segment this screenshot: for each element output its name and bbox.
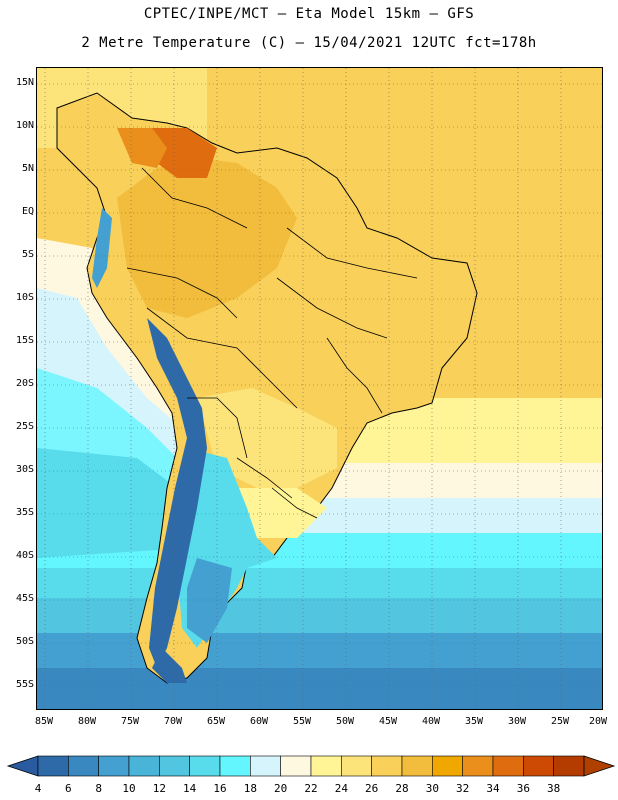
amazon-warm-zone bbox=[117, 158, 297, 318]
lat-label: EQ bbox=[21, 206, 34, 217]
andes-north-ridge bbox=[92, 208, 112, 288]
lat-label: 45S bbox=[15, 593, 34, 604]
colorbar-label: 26 bbox=[365, 782, 379, 795]
colorbar-swatch bbox=[159, 755, 190, 777]
colorbar-label: 8 bbox=[95, 782, 102, 795]
pacific-cool-16 bbox=[37, 448, 187, 558]
colorbar-label: 4 bbox=[34, 782, 42, 795]
colorbar-swatch bbox=[219, 755, 251, 777]
map-subtitle: 2 Metre Temperature (C) – 15/04/2021 12U… bbox=[81, 35, 537, 51]
colorbar-swatches bbox=[37, 755, 585, 777]
lat-label: 15S bbox=[15, 335, 34, 346]
lon-label: 25W bbox=[550, 716, 570, 727]
colorbar-swatch bbox=[280, 755, 312, 777]
lat-label: 10S bbox=[15, 292, 34, 303]
colorbar-high-arrow bbox=[583, 755, 616, 777]
colorbar-swatch bbox=[553, 755, 585, 777]
colorbar-swatch bbox=[462, 755, 494, 777]
colorbar-swatch bbox=[341, 755, 372, 777]
colorbar-swatch bbox=[98, 755, 130, 777]
colorbar-label: 6 bbox=[65, 782, 72, 795]
colorbar-swatch bbox=[68, 755, 99, 777]
lat-label: 10N bbox=[15, 120, 34, 131]
lon-label: 20W bbox=[588, 716, 608, 727]
lat-lon-grid bbox=[37, 68, 602, 709]
lon-label: 50W bbox=[335, 716, 355, 727]
lon-label: 55W bbox=[292, 716, 312, 727]
colorbar-label: 22 bbox=[304, 782, 318, 795]
colorbar-swatch bbox=[523, 755, 554, 777]
map-panel bbox=[36, 67, 603, 710]
colorbar-label: 24 bbox=[334, 782, 348, 795]
colorbar-label: 36 bbox=[516, 782, 530, 795]
lon-label: 80W bbox=[77, 716, 97, 727]
temperature-map bbox=[37, 68, 602, 709]
tierra-del-fuego bbox=[152, 648, 187, 683]
colorbar-label: 34 bbox=[486, 782, 500, 795]
lon-label: 75W bbox=[120, 716, 140, 727]
colorbar-swatch bbox=[250, 755, 281, 777]
colorbar-label: 10 bbox=[122, 782, 136, 795]
colorbar-label: 28 bbox=[395, 782, 409, 795]
colorbar bbox=[6, 755, 616, 777]
colorbar-label: 30 bbox=[425, 782, 439, 795]
lat-label: 40S bbox=[15, 550, 34, 561]
patagonia-cold-zone bbox=[187, 558, 232, 643]
colorbar-swatch bbox=[37, 755, 69, 777]
colorbar-label: 16 bbox=[213, 782, 227, 795]
lat-label: 15N bbox=[15, 77, 34, 88]
lat-label: 30S bbox=[15, 464, 34, 475]
lon-label: 30W bbox=[507, 716, 527, 727]
lon-label: 40W bbox=[421, 716, 441, 727]
band-16 bbox=[37, 568, 602, 603]
lon-label: 45W bbox=[378, 716, 398, 727]
colorbar-label: 20 bbox=[274, 782, 288, 795]
colorbar-swatch bbox=[432, 755, 463, 777]
lon-label: 65W bbox=[206, 716, 226, 727]
lat-label: 55S bbox=[15, 679, 34, 690]
colorbar-swatch bbox=[310, 755, 342, 777]
colorbar-swatch bbox=[128, 755, 160, 777]
lat-label: 50S bbox=[15, 636, 34, 647]
lat-label: 20S bbox=[15, 378, 34, 389]
colorbar-label: 32 bbox=[456, 782, 470, 795]
colorbar-swatch bbox=[189, 755, 221, 777]
lon-label: 85W bbox=[34, 716, 54, 727]
lat-label: 35S bbox=[15, 507, 34, 518]
lat-label: 5S bbox=[21, 249, 34, 260]
colombia-hot-zone bbox=[117, 128, 167, 168]
colorbar-label: 38 bbox=[547, 782, 561, 795]
lon-label: 60W bbox=[249, 716, 269, 727]
colorbar-label: 18 bbox=[243, 782, 257, 795]
colorbar-low-arrow bbox=[6, 755, 39, 777]
venezuela-hot-zone bbox=[147, 128, 217, 178]
colorbar-swatch bbox=[492, 755, 524, 777]
lat-label: 25S bbox=[15, 421, 34, 432]
lat-label: 5N bbox=[21, 163, 34, 174]
colorbar-label: 14 bbox=[183, 782, 197, 795]
map-title: CPTEC/INPE/MCT – Eta Model 15km – GFS bbox=[143, 6, 475, 22]
colorbar-swatch bbox=[401, 755, 433, 777]
country-borders bbox=[126, 167, 418, 519]
lon-label: 70W bbox=[163, 716, 183, 727]
colorbar-label: 12 bbox=[152, 782, 166, 795]
colorbar-swatch bbox=[371, 755, 403, 777]
lon-label: 35W bbox=[464, 716, 484, 727]
andes-south-ridge bbox=[147, 318, 207, 668]
